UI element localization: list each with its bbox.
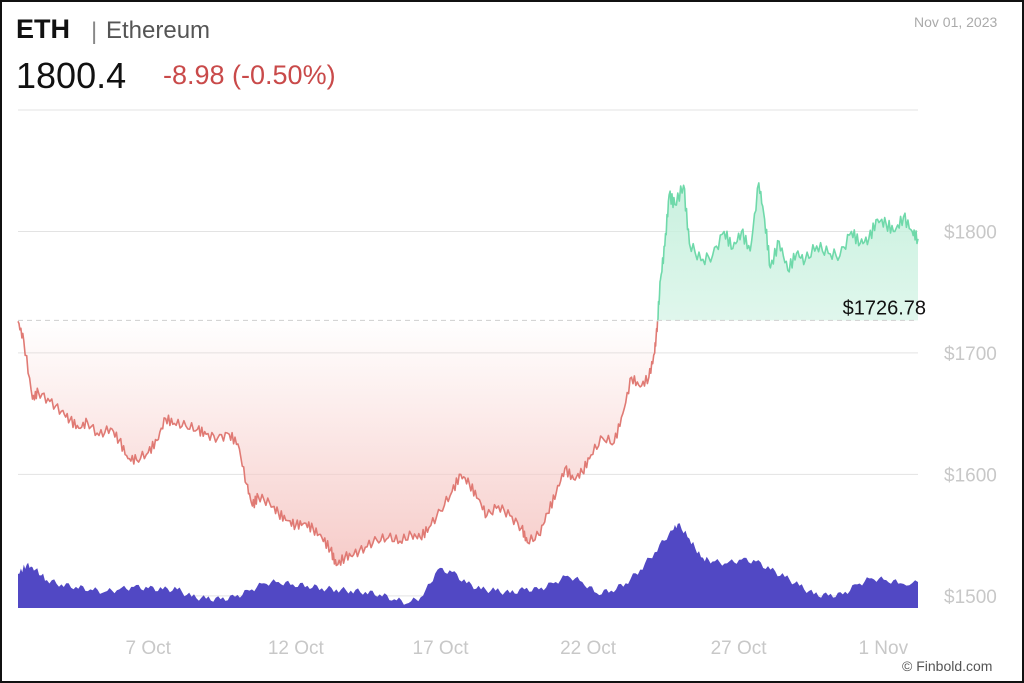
x-axis: 7 Oct 12 Oct 17 Oct 22 Oct 27 Oct 1 Nov	[126, 638, 909, 659]
header-separator: |	[91, 18, 98, 45]
y-tick-label: $1800	[944, 222, 997, 243]
x-tick-label: 27 Oct	[711, 638, 768, 659]
price-area-down	[18, 320, 658, 566]
price-change: -8.98 (-0.50%)	[163, 60, 336, 90]
y-tick-label: $1700	[944, 344, 997, 365]
y-tick-label: $1500	[944, 587, 997, 608]
current-price: 1800.4	[16, 55, 127, 96]
price-line-up	[656, 182, 919, 322]
volume-area	[18, 523, 918, 608]
finbold-watermark: © Finbold.com	[902, 658, 993, 674]
price-areas	[18, 182, 918, 566]
price-area-up	[657, 182, 918, 322]
x-tick-label: 22 Oct	[560, 638, 617, 659]
reference-line-group: $1726.78	[18, 297, 926, 321]
asset-symbol: ETH	[16, 14, 70, 44]
x-tick-label: 12 Oct	[268, 638, 325, 659]
reference-label: $1726.78	[843, 297, 926, 319]
asset-name: Ethereum	[106, 17, 211, 44]
x-tick-label: 1 Nov	[858, 638, 908, 659]
x-tick-label: 17 Oct	[413, 638, 470, 659]
y-tick-label: $1600	[944, 465, 997, 486]
chart-date: Nov 01, 2023	[914, 14, 998, 30]
volume-bars	[18, 523, 918, 608]
price-line-down	[17, 320, 659, 567]
x-tick-label: 7 Oct	[126, 638, 172, 659]
y-axis: $1500 $1600 $1700 $1800	[944, 222, 997, 607]
price-lines	[17, 182, 919, 567]
